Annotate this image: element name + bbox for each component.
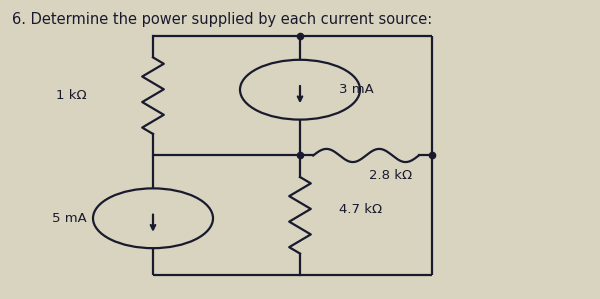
Text: 5 mA: 5 mA <box>52 212 87 225</box>
Text: 4.7 kΩ: 4.7 kΩ <box>339 203 382 216</box>
Text: 1 kΩ: 1 kΩ <box>56 89 87 102</box>
Text: 2.8 kΩ: 2.8 kΩ <box>369 169 412 182</box>
Text: 3 mA: 3 mA <box>339 83 374 96</box>
Text: 6. Determine the power supplied by each current source:: 6. Determine the power supplied by each … <box>12 12 432 27</box>
